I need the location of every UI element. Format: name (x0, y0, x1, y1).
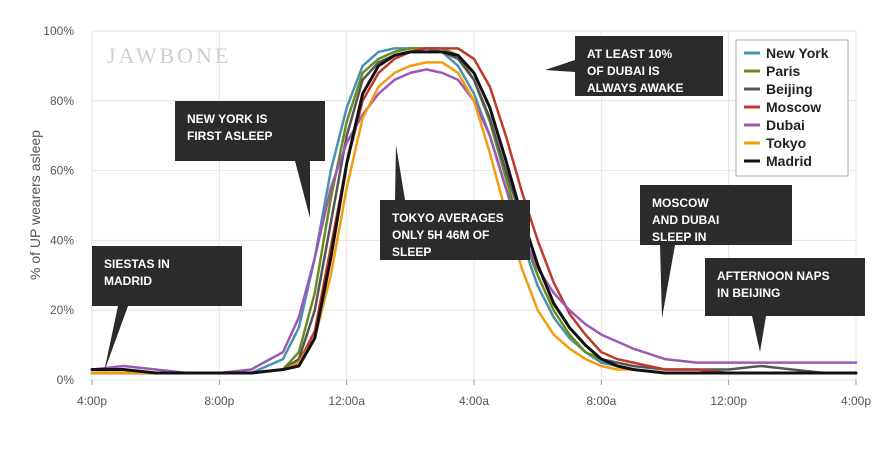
annotation-box (705, 258, 865, 316)
annotation-box (92, 246, 242, 306)
y-tick-label: 0% (57, 373, 75, 387)
legend: New York Paris Beijing Moscow Dubai Tokyo Madr… (735, 39, 849, 177)
annotation-tokyo: TOKYO AVERAGES ONLY 5H 46M OF SLEEP (380, 145, 530, 260)
annotation-box (380, 200, 530, 260)
x-tick-label: 12:00p (710, 394, 747, 408)
annotation-pointer (395, 145, 405, 200)
annotation-beijing: AFTERNOON NAPS IN BEIJING (705, 258, 865, 352)
annotation-box (640, 185, 792, 245)
annotation-text: IN BEIJING (717, 286, 780, 300)
annotation-text: MADRID (104, 274, 152, 288)
annotation-text: OF DUBAI IS (587, 64, 660, 78)
annotation-box (175, 101, 325, 161)
annotation-text: AFTERNOON NAPS (717, 269, 830, 283)
x-tick-label: 12:00a (328, 394, 365, 408)
x-tick-label: 8:00a (586, 394, 616, 408)
y-tick-label: 80% (50, 94, 74, 108)
annotation-pointer (295, 161, 310, 218)
axis-layer: 0% 20% 40% 60% 80% 100% 4:00p 8:00p 12:00a 4:00a 8… (43, 24, 871, 408)
x-tick-label: 8:00p (204, 394, 234, 408)
x-tick-label: 4:00a (459, 394, 489, 408)
annotation-pointer (104, 306, 128, 372)
annotation-pointer (752, 316, 766, 352)
x-tick-label: 4:00p (77, 394, 107, 408)
y-tick-label: 40% (50, 233, 74, 247)
legend-label: Paris (766, 63, 800, 79)
annotation-newyork: NEW YORK IS FIRST ASLEEP (175, 101, 325, 218)
legend-label: Moscow (766, 99, 821, 115)
y-tick-label: 20% (50, 303, 74, 317)
annotation-text: FIRST ASLEEP (187, 129, 273, 143)
y-tick-label: 60% (50, 164, 74, 178)
annotation-text: MOSCOW (652, 196, 709, 210)
y-tick-label: 100% (43, 24, 74, 38)
annotation-text: TOKYO AVERAGES (392, 211, 504, 225)
annotation-siestas: SIESTAS IN MADRID (92, 246, 242, 372)
annotation-text: SLEEP IN (652, 230, 706, 244)
legend-label: Beijing (766, 81, 813, 97)
x-tick-label: 4:00p (841, 394, 871, 408)
legend-label: Madrid (766, 153, 812, 169)
annotation-text: AT LEAST 10% (587, 47, 672, 61)
annotation-text: SLEEP (392, 245, 431, 259)
annotation-box (575, 36, 723, 96)
annotation-dubai: AT LEAST 10% OF DUBAI IS ALWAYS AWAKE (545, 36, 723, 96)
annotation-moscow: MOSCOW AND DUBAI SLEEP IN (640, 185, 792, 318)
series-line-dubai (90, 68, 858, 375)
annotation-pointer (545, 60, 575, 72)
jawbone-watermark: JAWBONE (107, 43, 231, 68)
y-axis-title: % of UP wearers asleep (27, 130, 43, 280)
annotation-layer: SIESTAS IN MADRID NEW YORK IS FIRST ASLEEP T… (92, 36, 865, 372)
annotation-text: SIESTAS IN (104, 257, 170, 271)
series-line-madrid (90, 50, 858, 375)
legend-label: Dubai (766, 117, 805, 133)
annotation-text: AND DUBAI (652, 213, 719, 227)
annotation-text: NEW YORK IS (187, 112, 267, 126)
annotation-text: ALWAYS AWAKE (587, 81, 683, 95)
annotation-text: ONLY 5H 46M OF (392, 228, 489, 242)
series-layer (90, 47, 858, 375)
legend-label: New York (766, 45, 829, 61)
legend-label: Tokyo (766, 135, 806, 151)
annotation-pointer (660, 245, 675, 318)
